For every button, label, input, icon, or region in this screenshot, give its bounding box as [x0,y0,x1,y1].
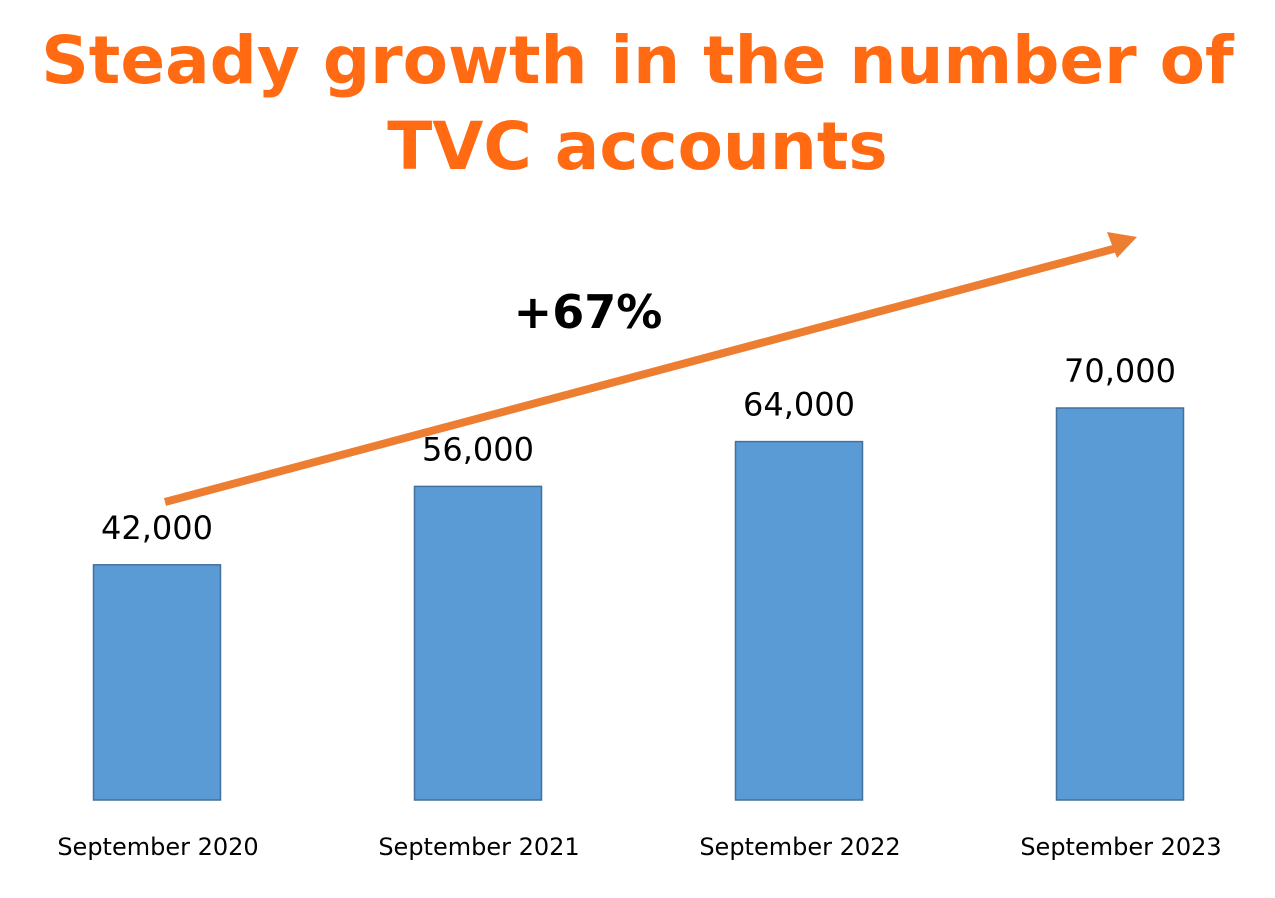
bar-4 [1055,407,1185,801]
category-label-4: September 2023 [1020,833,1221,861]
chart-title-line-1: Steady growth in the number of [41,22,1234,99]
bar-3 [734,440,864,801]
growth-percentage-label: +67% [514,285,663,339]
bars-group [92,407,1185,801]
bar-value-label-4: 70,000 [1064,352,1176,390]
category-label-3: September 2022 [699,833,900,861]
category-label-2: September 2021 [378,833,579,861]
bar-value-label-3: 64,000 [743,386,855,424]
bar-1 [92,564,222,801]
category-label-1: September 2020 [57,833,258,861]
growth-arrow [163,244,1119,506]
category-labels-group: September 2020 September 2021 September 20… [57,833,1221,861]
bar-2 [413,485,543,801]
chart-title: Steady growth in the number of TVC accou… [0,18,1275,190]
bar-value-label-2: 56,000 [422,430,534,468]
chart-title-line-2: TVC accounts [387,108,888,185]
growth-arrowhead-icon [1107,232,1137,258]
value-labels-group: 42,000 56,000 64,000 70,000 [101,352,1176,547]
bar-value-label-1: 42,000 [101,509,213,547]
